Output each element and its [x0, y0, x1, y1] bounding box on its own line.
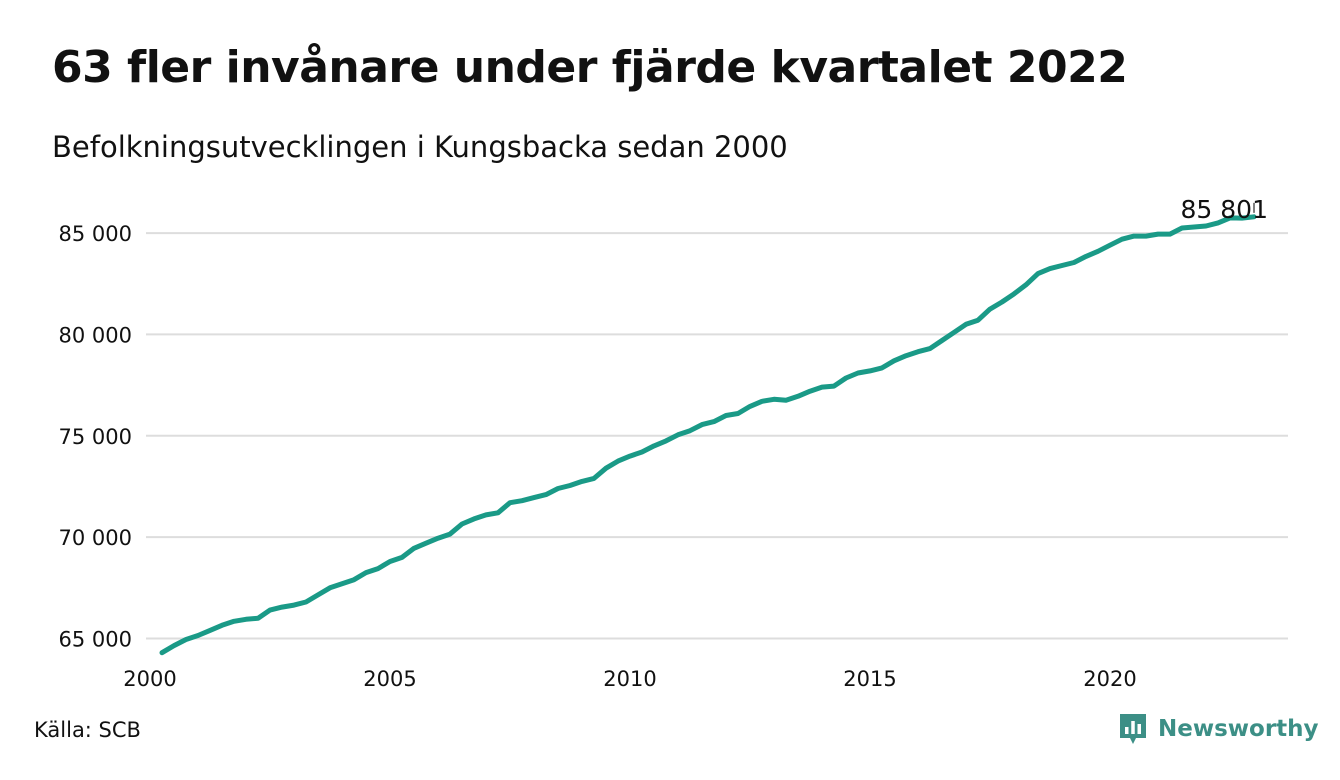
y-tick-label: 65 000 — [59, 628, 132, 652]
series-group — [159, 214, 1257, 656]
chart-title: 63 fler invånare under fjärde kvartalet … — [52, 42, 1128, 93]
newsworthy-logo-icon — [1120, 714, 1146, 744]
brand-name: Newsworthy — [1158, 716, 1319, 742]
y-tick-label: 70 000 — [59, 526, 132, 550]
source-note: Källa: SCB — [34, 718, 141, 742]
x-tick-label: 2020 — [1083, 667, 1136, 691]
x-axis-tick-labels: 2000 2005 2010 2015 2020 — [123, 667, 1136, 691]
y-tick-label: 80 000 — [59, 323, 132, 347]
x-tick-label: 2010 — [603, 667, 656, 691]
end-value-annotation: 85 801 — [1181, 195, 1268, 224]
y-axis-tick-labels: 65 000 70 000 75 000 80 000 85 000 — [59, 222, 132, 651]
y-tick-label: 75 000 — [59, 425, 132, 449]
gridlines — [146, 232, 1288, 640]
x-tick-label: 2005 — [363, 667, 416, 691]
end-value-label: 85 801 — [1181, 195, 1268, 224]
x-tick-label: 2015 — [843, 667, 896, 691]
chart-subtitle: Befolkningsutvecklingen i Kungsbacka sed… — [52, 130, 788, 164]
brand-logo: Newsworthy — [1118, 712, 1319, 746]
series-line — [159, 214, 1257, 656]
y-tick-label: 85 000 — [59, 222, 132, 246]
x-tick-label: 2000 — [123, 667, 176, 691]
